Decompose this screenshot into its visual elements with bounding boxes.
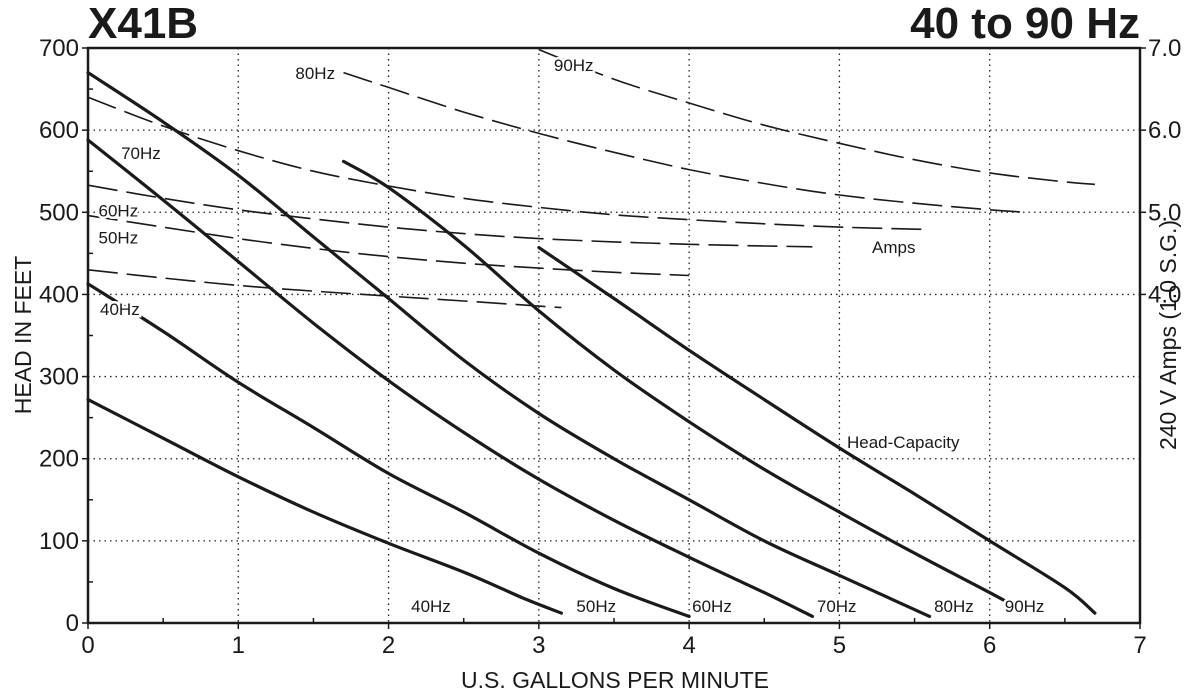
amps-curve-50hz — [87, 214, 690, 277]
head-curve-80hz — [341, 159, 1029, 615]
head-curve-60hz — [86, 138, 814, 618]
y-tick-label: 200 — [39, 446, 79, 473]
y-tick-label: 100 — [39, 528, 79, 555]
head-curve-label: 70Hz — [817, 597, 857, 616]
x-tick-label: 4 — [682, 632, 695, 659]
axis-ticks: 0 1 2 3 4 5 6 7 0 100 200 300 400 500 600 700 4.0 5.0 6.0 7… — [39, 35, 1181, 659]
amps-curve-90hz — [538, 48, 1095, 186]
x-tick-label: 7 — [1133, 632, 1146, 659]
y-tick-label: 500 — [39, 199, 79, 226]
curve-labels: 40Hz 50Hz 60Hz 70Hz 80Hz 90Hz 40Hz 50Hz 60Hz 70Hz… — [96, 54, 1047, 619]
amps-curve-70hz — [87, 96, 930, 231]
x-tick-label: 1 — [232, 632, 245, 659]
x-tick-label: 2 — [382, 632, 395, 659]
y-tick-label: 0 — [66, 610, 79, 637]
amps-curve-label: 80Hz — [295, 64, 335, 83]
y-tick-label: 300 — [39, 364, 79, 391]
head-curve-label: 80Hz — [934, 597, 974, 616]
amps-curve-60hz — [87, 184, 813, 248]
amps-curve-80hz — [343, 71, 1028, 214]
amps-curve-label: 60Hz — [99, 201, 139, 220]
x-tick-label: 6 — [983, 632, 996, 659]
y2-tick-label: 5.0 — [1148, 199, 1181, 226]
right-y-axis-title: 240 V Amps (1.0 S.G.) — [1155, 220, 1181, 450]
x-tick-label: 3 — [532, 632, 545, 659]
y2-tick-label: 7.0 — [1148, 35, 1181, 62]
head-capacity-curves — [86, 71, 1097, 618]
amps-curve-label: 50Hz — [99, 229, 139, 248]
amps-curve-label: 40Hz — [100, 300, 140, 319]
y-tick-label: 600 — [39, 117, 79, 144]
y-axis-title: HEAD IN FEET — [10, 256, 36, 414]
head-curve-50hz — [86, 282, 691, 618]
amps-curve-label: 70Hz — [121, 144, 161, 163]
head-curve-label: 40Hz — [411, 597, 451, 616]
y-tick-label: 400 — [39, 281, 79, 308]
head-curve-label: 60Hz — [692, 597, 732, 616]
amps-annotation: Amps — [872, 238, 915, 257]
amps-curves — [87, 48, 1095, 309]
head-curve-90hz — [537, 246, 1097, 615]
head-curve-label: 50Hz — [576, 597, 616, 616]
chart-subtitle: 40 to 90 Hz — [910, 0, 1140, 48]
x-tick-label: 0 — [81, 632, 94, 659]
head-curve-40hz — [86, 398, 563, 615]
x-axis-title: U.S. GALLONS PER MINUTE — [461, 667, 769, 693]
amps-curve-label: 90Hz — [554, 56, 594, 75]
head-capacity-annotation: Head-Capacity — [847, 433, 960, 452]
chart-title: X41B — [88, 0, 198, 48]
y2-tick-label: 4.0 — [1148, 281, 1181, 308]
y2-tick-label: 6.0 — [1148, 117, 1181, 144]
x-tick-label: 5 — [833, 632, 846, 659]
y-tick-label: 700 — [39, 35, 79, 62]
head-curve-label: 90Hz — [1005, 597, 1045, 616]
grid-lines — [88, 48, 1140, 623]
amps-curve-40hz — [87, 269, 562, 309]
head-curve-70hz — [86, 71, 932, 618]
